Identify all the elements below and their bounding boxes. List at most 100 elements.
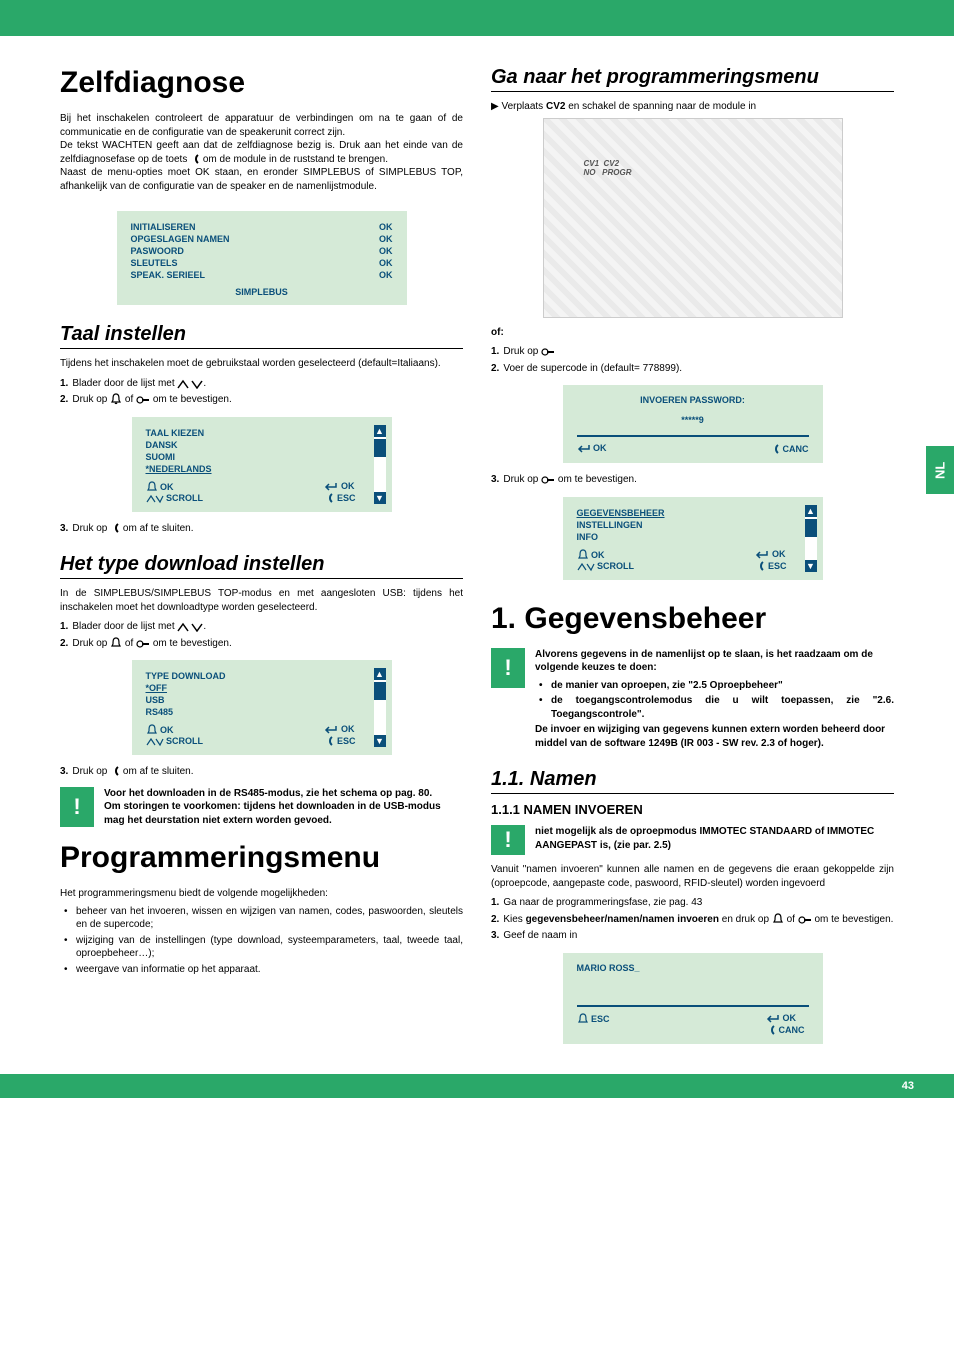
esc-label: ESC: [768, 561, 787, 571]
screen-title: TYPE DOWNLOAD: [146, 670, 360, 682]
list-item: 2.Druk op of om te bevestigen.: [60, 393, 463, 407]
text: om te bevestigen.: [153, 638, 232, 649]
heading-download: Het type download instellen: [60, 553, 463, 579]
esc-label: ESC: [591, 1014, 610, 1024]
text: of: [787, 914, 798, 925]
num: 1.: [491, 897, 499, 908]
data-warning: ! Alvorens gegevens in de namenlijst op …: [491, 648, 894, 751]
warning-text: niet mogelijk als de oproepmodus IMMOTEC…: [535, 825, 894, 855]
screen-item: DANSK: [146, 439, 360, 451]
scroll-thumb[interactable]: [374, 439, 386, 457]
download-screen: ▲ ▼ TYPE DOWNLOAD OFF USB RS485 OK SCROL…: [132, 660, 392, 755]
scrollbar[interactable]: ▲ ▼: [805, 505, 817, 572]
list-item: 1.Ga naar de programmeringsfase, zie pag…: [491, 896, 894, 910]
language-tab: NL: [926, 446, 954, 494]
list-item: 1.Blader door de lijst met .: [60, 377, 463, 391]
heading-datamgmt: 1. Gegevensbeheer: [491, 602, 894, 636]
text: Druk op: [503, 346, 541, 357]
c-key-icon: [770, 443, 780, 455]
status-ok: OK: [379, 258, 393, 268]
text: Voer de supercode in (default= 778899).: [503, 363, 682, 374]
list-item: 3. Geef de naam in: [491, 929, 894, 943]
scroll-thumb[interactable]: [374, 682, 386, 700]
text: Druk op: [72, 523, 110, 534]
ok-label: OK: [591, 550, 605, 560]
cv2-label: CV2: [546, 101, 565, 112]
list-item: 2.Voer de supercode in (default= 778899)…: [491, 362, 894, 376]
keyhole-icon: [541, 475, 555, 485]
canc-label: CANC: [779, 1025, 805, 1035]
name-entry-value: MARIO ROSS_: [577, 963, 809, 977]
status-label: INITIALISEREN: [131, 222, 196, 232]
lang-intro: Tijdens het inschakelen moet de gebruiks…: [60, 357, 463, 371]
c-key-icon: [110, 765, 120, 777]
ok-label: OK: [341, 724, 355, 734]
text: Geef de naam in: [503, 930, 577, 941]
updown-icon: [577, 562, 595, 572]
scroll-up-icon[interactable]: ▲: [805, 505, 817, 517]
menu-path: gegevensbeheer/namen/namen invoeren: [526, 914, 719, 925]
scroll-down-icon[interactable]: ▼: [805, 560, 817, 572]
keyhole-icon: [541, 347, 555, 357]
list-item: de manier van oproepen, zie "2.5 Oproepb…: [535, 679, 894, 693]
bell-icon: [577, 549, 589, 561]
language-screen: ▲ ▼ TAAL KIEZEN DANSK SUOMI NEDERLANDS O…: [132, 417, 392, 512]
password-title: INVOEREN PASSWORD:: [577, 395, 809, 405]
scroll-up-icon[interactable]: ▲: [374, 668, 386, 680]
ok-label: OK: [160, 725, 174, 735]
text: of: [125, 394, 136, 405]
num: 3.: [60, 766, 68, 777]
progmenu-intro: Het programmeringsmenu biedt de volgende…: [60, 887, 463, 901]
c-key-icon: [110, 522, 120, 534]
bell-icon: [110, 393, 122, 405]
keyhole-icon: [136, 639, 150, 649]
text: Kies: [503, 914, 525, 925]
text: om af te sluiten.: [123, 766, 194, 777]
scroll-down-icon[interactable]: ▼: [374, 492, 386, 504]
esc-label: ESC: [337, 736, 356, 746]
list-item: 2.Druk op of om te bevestigen.: [60, 637, 463, 651]
screen-item-selected: GEGEVENSBEHEER: [577, 507, 791, 519]
c-key-icon: [766, 1024, 776, 1036]
status-ok: OK: [379, 246, 393, 256]
enter-icon: [577, 444, 591, 454]
bell-icon: [577, 1013, 589, 1025]
status-label: SPEAK. SERIEEL: [131, 270, 206, 280]
selfdiag-p2: De tekst WACHTEN geeft aan dat de zelfdi…: [60, 139, 463, 166]
status-footer: SIMPLEBUS: [131, 287, 393, 297]
scrollbar[interactable]: ▲ ▼: [374, 668, 386, 747]
ok-label: OK: [772, 549, 786, 559]
screen-item-selected: OFF: [146, 682, 360, 694]
bell-icon: [110, 637, 122, 649]
password-screen: INVOEREN PASSWORD: *****9 OK CANC: [563, 385, 823, 463]
up-down-icon: [177, 379, 203, 389]
names-warning: ! niet mogelijk als de oproepmodus IMMOT…: [491, 825, 894, 855]
scroll-thumb[interactable]: [805, 519, 817, 537]
warning-icon: !: [60, 787, 94, 827]
num: 1.: [60, 378, 68, 389]
screen-item: INSTELLINGEN: [577, 519, 791, 531]
up-down-icon: [177, 622, 203, 632]
bell-icon: [146, 481, 158, 493]
text: om af te sluiten.: [123, 523, 194, 534]
download-intro: In de SIMPLEBUS/SIMPLEBUS TOP-modus en m…: [60, 587, 463, 614]
list-item: weergave van informatie op het apparaat.: [60, 963, 463, 977]
warning-lead: Alvorens gegevens in de namenlijst op te…: [535, 648, 894, 675]
list-item: de toegangscontrolemodus die u wilt toep…: [535, 694, 894, 721]
scrollbar[interactable]: ▲ ▼: [374, 425, 386, 504]
scroll-down-icon[interactable]: ▼: [374, 735, 386, 747]
text: en schakel de spanning naar de module in: [568, 101, 756, 112]
scroll-up-icon[interactable]: ▲: [374, 425, 386, 437]
heading-names-in: 1.1.1 NAMEN INVOEREN: [491, 802, 894, 817]
list-item: 3.Druk op om af te sluiten.: [60, 522, 463, 536]
page-footer: 43: [0, 1074, 954, 1098]
c-key-icon: [190, 153, 200, 165]
selfdiag-p1: Bij het inschakelen controleert de appar…: [60, 112, 463, 139]
list-item: 2.Kies gegevensbeheer/namen/namen invoer…: [491, 913, 894, 927]
num: 2.: [60, 638, 68, 649]
num: 3.: [491, 930, 499, 941]
warning-icon: !: [491, 648, 525, 688]
screen-item-selected: NEDERLANDS: [146, 463, 360, 475]
scroll-label: SCROLL: [166, 736, 203, 746]
heading-selfdiag: Zelfdiagnose: [60, 66, 463, 100]
